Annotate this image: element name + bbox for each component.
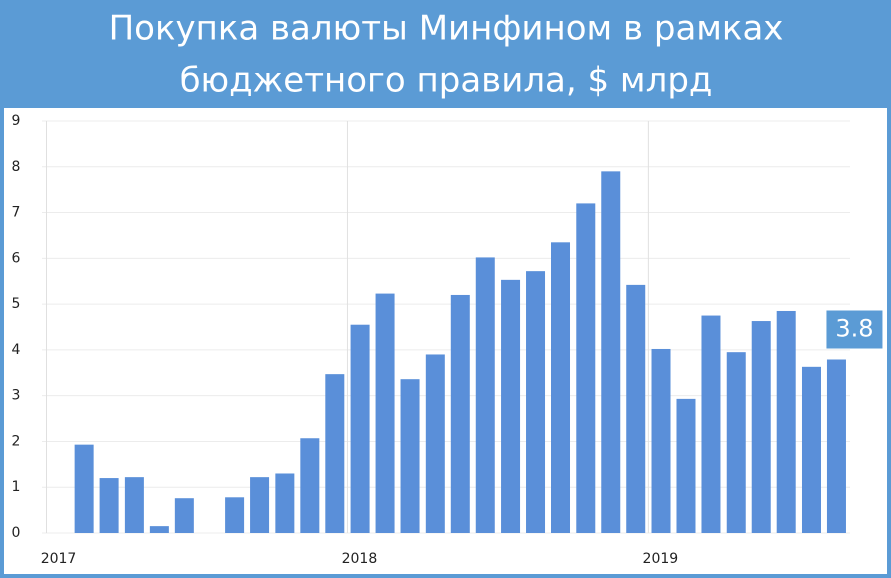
bar bbox=[225, 497, 245, 533]
bar bbox=[99, 478, 119, 533]
x-tick-label: 2017 bbox=[41, 551, 77, 567]
bar bbox=[601, 171, 621, 533]
bar bbox=[350, 324, 370, 533]
bar bbox=[651, 348, 671, 533]
y-tick-label: 3 bbox=[12, 388, 21, 404]
chart-title: Покупка валюты Минфином в рамках bbox=[109, 9, 784, 49]
bar bbox=[501, 279, 521, 533]
bar bbox=[124, 477, 144, 533]
bar bbox=[400, 379, 420, 533]
bar bbox=[149, 526, 169, 533]
y-tick-label: 4 bbox=[12, 342, 21, 358]
chart-title: бюджетного правила, $ млрд bbox=[180, 61, 713, 101]
bar bbox=[701, 315, 721, 533]
y-tick-label: 8 bbox=[12, 159, 21, 175]
y-tick-label: 7 bbox=[12, 205, 21, 221]
data-label-box bbox=[826, 310, 883, 349]
bar bbox=[475, 257, 495, 533]
y-tick-label: 5 bbox=[12, 296, 21, 312]
bar bbox=[676, 398, 696, 533]
bar bbox=[74, 444, 94, 533]
y-tick-label: 1 bbox=[12, 479, 21, 495]
bar bbox=[174, 498, 194, 533]
y-tick-label: 0 bbox=[12, 525, 21, 541]
data-label: 3.8 bbox=[835, 315, 873, 343]
bar bbox=[801, 366, 821, 533]
bar bbox=[726, 352, 746, 533]
y-tick-label: 2 bbox=[12, 433, 21, 449]
bar bbox=[551, 242, 571, 534]
bar bbox=[275, 473, 295, 533]
bar bbox=[751, 321, 771, 533]
x-tick-label: 2019 bbox=[643, 551, 679, 567]
bar bbox=[626, 284, 646, 533]
bar bbox=[325, 374, 345, 533]
bar bbox=[250, 477, 270, 533]
bar bbox=[300, 438, 320, 533]
bar bbox=[526, 271, 546, 533]
x-tick-label: 2018 bbox=[342, 551, 378, 567]
bar bbox=[450, 294, 470, 533]
bar bbox=[826, 359, 846, 533]
bar bbox=[576, 203, 596, 533]
bar bbox=[776, 310, 796, 533]
y-tick-label: 6 bbox=[12, 250, 21, 266]
bar bbox=[425, 354, 445, 533]
bar bbox=[375, 293, 395, 533]
y-tick-label: 9 bbox=[12, 113, 21, 129]
